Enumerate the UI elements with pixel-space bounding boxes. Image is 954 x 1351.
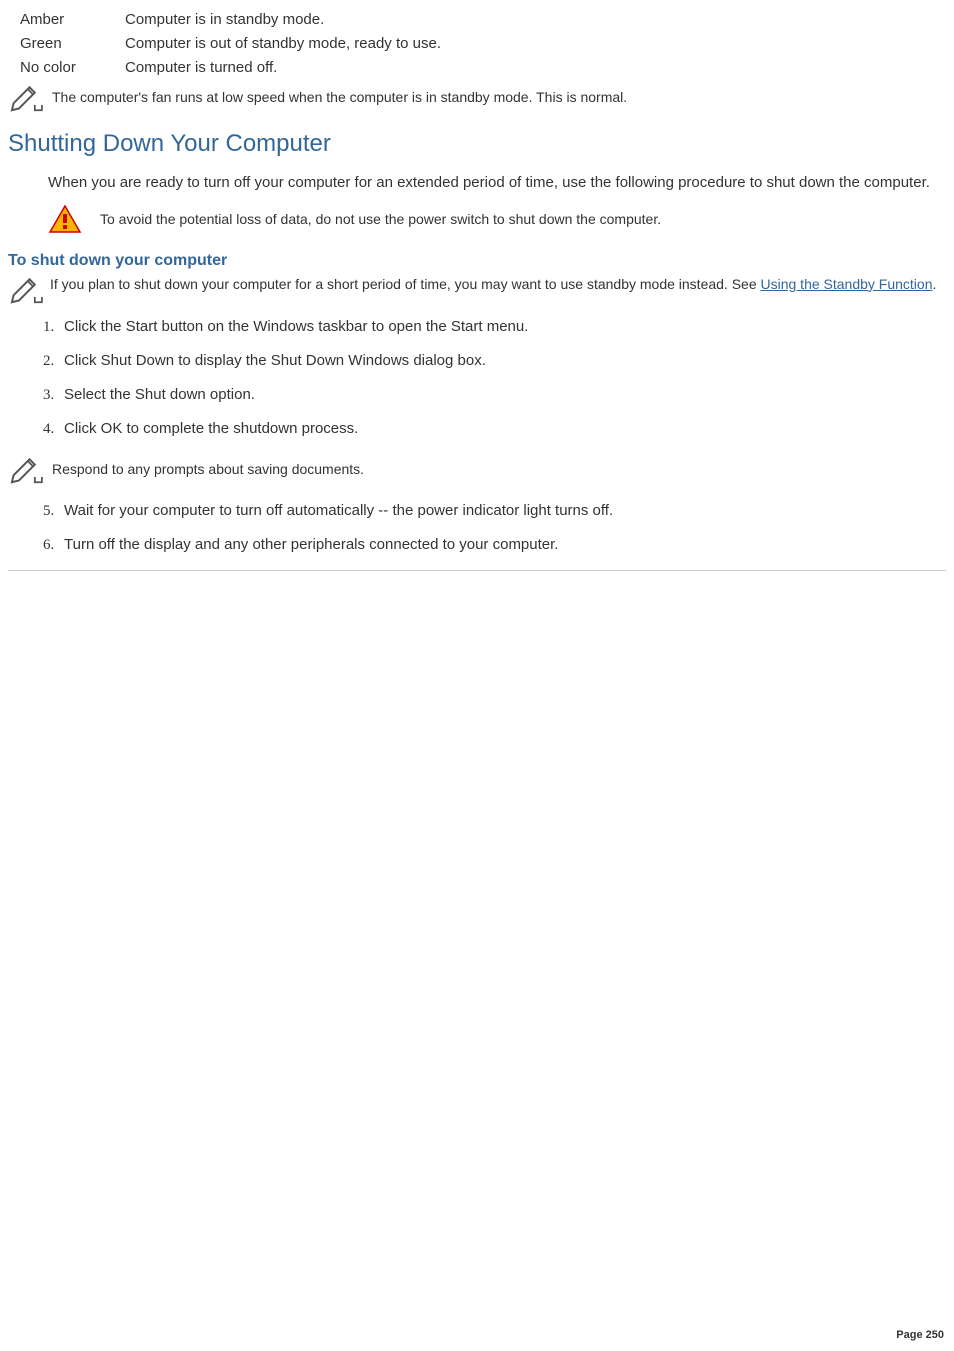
status-row: Amber Computer is in standby mode. [20, 8, 946, 32]
divider [8, 570, 946, 571]
step-item: Select the Shut down option. [58, 386, 946, 404]
status-label: No color [20, 56, 125, 80]
step-text: Select the Shut down option. [64, 386, 255, 403]
note-suffix: . [933, 276, 937, 292]
para-shutdown: When you are ready to turn off your comp… [48, 172, 936, 194]
steps-list-a: Click the Start button on the Windows ta… [58, 318, 946, 438]
note-fan: The computer's fan runs at low speed whe… [8, 82, 946, 112]
step-item: Turn off the display and any other perip… [58, 536, 946, 554]
pencil-note-icon [8, 454, 44, 484]
warning-icon [48, 204, 82, 234]
status-table: Amber Computer is in standby mode. Green… [20, 8, 946, 80]
status-desc: Computer is turned off. [125, 56, 277, 80]
step-item: Click the Start button on the Windows ta… [58, 318, 946, 336]
note-text: Respond to any prompts about saving docu… [52, 461, 364, 477]
step-item: Click Shut Down to display the Shut Down… [58, 352, 946, 370]
status-label: Amber [20, 8, 125, 32]
warning-text: To avoid the potential loss of data, do … [100, 211, 661, 227]
note-standby-text: If you plan to shut down your computer f… [50, 276, 936, 292]
note-respond: Respond to any prompts about saving docu… [8, 454, 946, 484]
status-row: Green Computer is out of standby mode, r… [20, 32, 946, 56]
steps-list-b: Wait for your computer to turn off autom… [58, 502, 946, 554]
heading-shutdown: Shutting Down Your Computer [8, 130, 946, 158]
step-text: Wait for your computer to turn off autom… [64, 502, 613, 519]
step-item: Wait for your computer to turn off autom… [58, 502, 946, 520]
note-standby: If you plan to shut down your computer f… [8, 274, 946, 304]
step-item: Click OK to complete the shutdown proces… [58, 420, 946, 438]
step-text: Click Shut Down to display the Shut Down… [64, 352, 486, 369]
warning-block: To avoid the potential loss of data, do … [48, 204, 946, 234]
link-standby[interactable]: Using the Standby Function [761, 276, 933, 292]
status-label: Green [20, 32, 125, 56]
step-text: Turn off the display and any other perip… [64, 536, 558, 553]
subheading-procedure: To shut down your computer [8, 252, 946, 270]
note-text: The computer's fan runs at low speed whe… [52, 89, 627, 105]
status-desc: Computer is out of standby mode, ready t… [125, 32, 441, 56]
page-number: Page 250 [896, 1329, 944, 1341]
status-desc: Computer is in standby mode. [125, 8, 324, 32]
pencil-note-icon [8, 274, 44, 304]
pencil-note-icon [8, 82, 44, 112]
note-prefix: If you plan to shut down your computer f… [50, 276, 761, 292]
step-text: Click OK to complete the shutdown proces… [64, 420, 358, 437]
step-text: Click the Start button on the Windows ta… [64, 318, 528, 335]
status-row: No color Computer is turned off. [20, 56, 946, 80]
